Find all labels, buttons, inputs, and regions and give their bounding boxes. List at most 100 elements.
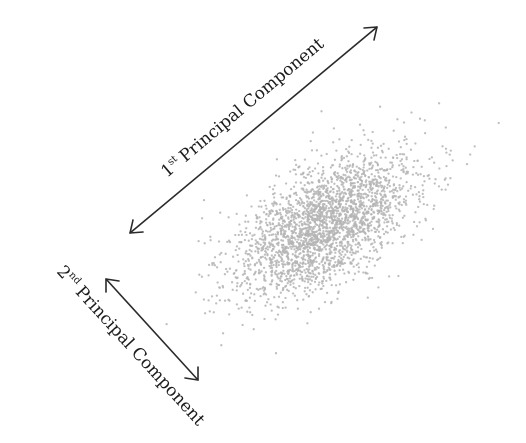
scatter-point	[321, 224, 324, 227]
scatter-point	[417, 191, 421, 194]
scatter-point	[200, 217, 204, 220]
scatter-point	[270, 209, 273, 212]
scatter-point	[347, 233, 350, 236]
scatter-point	[364, 218, 367, 222]
scatter-point	[364, 239, 367, 242]
scatter-point	[332, 172, 336, 175]
scatter-point	[359, 167, 362, 171]
scatter-point	[311, 181, 314, 184]
scatter-point	[240, 241, 243, 244]
scatter-point	[364, 272, 368, 275]
scatter-point	[322, 271, 325, 274]
scatter-point	[312, 272, 315, 276]
scatter-point	[299, 273, 302, 276]
scatter-point	[409, 148, 413, 151]
scatter-point	[322, 229, 325, 233]
scatter-point	[277, 253, 281, 257]
scatter-point	[263, 199, 266, 202]
scatter-point	[291, 292, 295, 295]
scatter-point	[305, 188, 308, 191]
scatter-point	[382, 216, 385, 220]
scatter-point	[321, 221, 324, 224]
scatter-point	[411, 173, 415, 176]
scatter-point	[387, 275, 391, 278]
scatter-point	[319, 235, 322, 239]
scatter-point	[277, 241, 280, 244]
scatter-point	[307, 207, 310, 210]
scatter-point	[347, 188, 350, 192]
scatter-point	[244, 214, 247, 217]
scatter-point	[291, 253, 294, 256]
scatter-point	[273, 245, 276, 248]
scatter-point	[341, 183, 344, 186]
scatter-point	[297, 238, 300, 241]
scatter-point	[351, 212, 354, 216]
scatter-point	[390, 189, 393, 193]
scatter-point	[238, 240, 241, 244]
scatter-point	[315, 213, 318, 216]
scatter-point	[312, 242, 315, 245]
scatter-point	[433, 204, 436, 207]
scatter-point	[349, 169, 353, 172]
scatter-point	[249, 268, 252, 271]
scatter-point	[360, 184, 363, 188]
scatter-point	[273, 227, 276, 230]
scatter-point	[340, 260, 343, 263]
scatter-point	[377, 185, 380, 188]
scatter-point	[281, 265, 285, 269]
scatter-point	[202, 198, 206, 202]
scatter-point	[344, 221, 347, 224]
scatter-point	[357, 170, 360, 174]
scatter-point	[379, 198, 383, 201]
scatter-point	[350, 248, 353, 251]
scatter-point	[319, 200, 322, 203]
scatter-point	[298, 241, 302, 245]
scatter-point	[348, 220, 352, 223]
scatter-point	[328, 233, 331, 237]
scatter-point	[329, 259, 332, 263]
scatter-point	[384, 218, 387, 221]
scatter-point	[273, 225, 276, 228]
scatter-point	[336, 223, 339, 226]
scatter-point	[322, 256, 325, 259]
scatter-point	[396, 156, 399, 160]
scatter-point	[300, 233, 303, 237]
scatter-point	[361, 168, 364, 172]
scatter-point	[308, 264, 311, 268]
scatter-point	[342, 196, 345, 199]
scatter-point	[388, 184, 392, 188]
scatter-point	[348, 145, 351, 148]
scatter-point	[380, 189, 383, 193]
scatter-point	[290, 247, 293, 251]
scatter-point	[386, 168, 389, 171]
scatter-point	[340, 217, 344, 220]
scatter-point	[413, 159, 416, 163]
scatter-point	[304, 245, 307, 248]
scatter-point	[264, 271, 268, 274]
scatter-point	[368, 163, 372, 166]
scatter-point	[469, 153, 472, 156]
scatter-point	[255, 287, 258, 291]
scatter-point	[258, 216, 261, 219]
scatter-point	[275, 224, 278, 228]
scatter-point	[364, 174, 367, 178]
scatter-point	[383, 208, 386, 212]
scatter-point	[274, 233, 277, 236]
scatter-point	[257, 272, 261, 275]
scatter-point	[279, 233, 283, 236]
scatter-point	[302, 227, 306, 230]
scatter-point	[391, 242, 394, 245]
scatter-point	[398, 201, 401, 204]
scatter-point	[354, 174, 357, 177]
scatter-point	[445, 151, 448, 154]
scatter-point	[370, 195, 373, 198]
scatter-point	[350, 253, 353, 257]
scatter-point	[329, 190, 332, 193]
scatter-point	[297, 263, 300, 267]
scatter-point	[415, 171, 418, 175]
scatter-point	[422, 202, 425, 206]
scatter-point	[338, 248, 341, 252]
scatter-point	[319, 195, 323, 198]
scatter-point	[364, 186, 367, 189]
scatter-point	[328, 231, 331, 235]
